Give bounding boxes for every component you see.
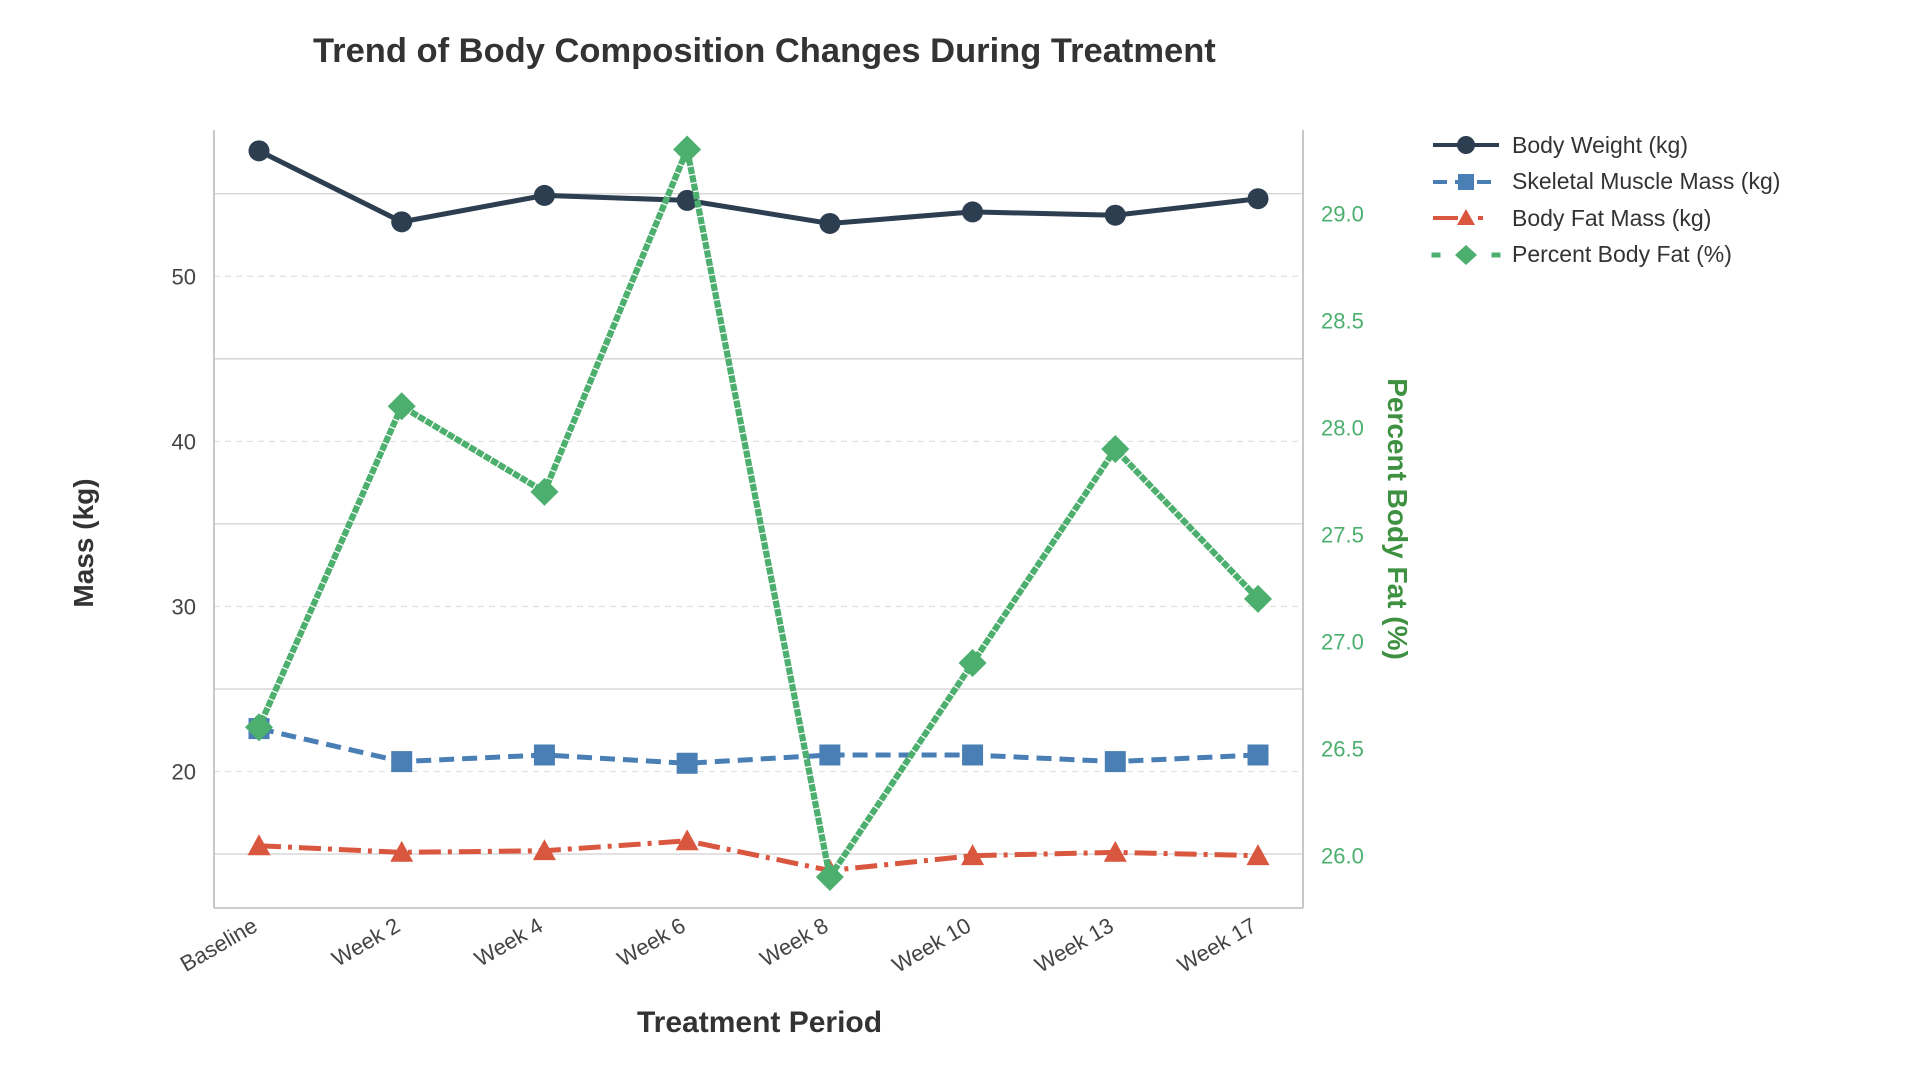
svg-text:28.0: 28.0 — [1321, 416, 1364, 441]
svg-text:Week 10: Week 10 — [888, 913, 975, 978]
svg-text:Week 4: Week 4 — [470, 913, 547, 972]
svg-text:Baseline: Baseline — [176, 913, 262, 977]
svg-text:20: 20 — [172, 760, 196, 785]
svg-text:Week 17: Week 17 — [1173, 913, 1260, 978]
svg-text:28.5: 28.5 — [1321, 309, 1364, 334]
svg-text:27.0: 27.0 — [1321, 630, 1364, 655]
svg-text:26.0: 26.0 — [1321, 844, 1364, 869]
svg-text:26.5: 26.5 — [1321, 737, 1364, 762]
svg-text:Week 8: Week 8 — [756, 913, 833, 972]
svg-text:29.0: 29.0 — [1321, 202, 1364, 227]
svg-text:50: 50 — [172, 264, 196, 289]
svg-text:Week 6: Week 6 — [613, 913, 690, 972]
svg-text:30: 30 — [172, 594, 196, 619]
svg-text:27.5: 27.5 — [1321, 523, 1364, 548]
svg-text:Week 13: Week 13 — [1030, 913, 1117, 978]
svg-text:40: 40 — [172, 429, 196, 454]
svg-text:Week 2: Week 2 — [327, 913, 404, 972]
